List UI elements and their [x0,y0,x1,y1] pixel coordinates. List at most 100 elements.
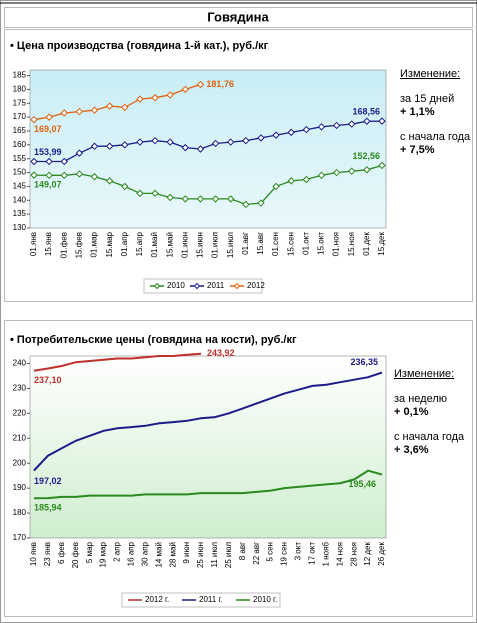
data-label: 243,92 [207,348,235,358]
point-marker [45,171,53,180]
panel-value: + 1,1% [400,106,435,118]
data-label: 236,35 [350,357,378,367]
y-tick-label: 185 [13,71,27,80]
point-marker [45,157,53,166]
x-tick-label: 26 дек [377,542,386,566]
data-label: 153,99 [34,147,62,157]
y-tick-label: 155 [13,154,27,163]
point-marker [60,109,68,117]
data-label: 169,07 [34,124,62,134]
point-marker [121,103,129,112]
panel-label: с начала года [394,431,465,443]
chart-subtitle: • Потребительские цены (говядина на кост… [10,334,297,346]
x-tick-label: 01.июл [211,232,220,258]
point-marker [30,171,38,179]
point-marker [60,157,68,166]
panel-heading: Изменение: [394,368,455,380]
point-marker [90,173,99,181]
point-marker [378,117,386,125]
point-marker [75,107,84,116]
x-tick-label: 16 апр [127,541,136,566]
plot-area [29,69,387,229]
data-label: 195,46 [348,479,376,489]
y-tick-label: 210 [13,433,27,442]
point-marker [121,141,129,149]
point-marker [105,142,114,150]
x-tick-label: 19 мар [99,541,108,567]
x-tick-label: 5 мар [85,541,94,563]
point-marker [302,175,311,184]
point-marker [332,168,341,177]
y-tick-label: 175 [13,98,27,107]
point-marker [211,139,220,148]
panel-value: + 0,1% [394,406,429,418]
y-tick-label: 240 [13,359,27,368]
point-marker [136,95,144,103]
data-label: 149,07 [34,180,62,190]
point-marker [287,128,295,137]
point-marker [378,161,386,170]
data-label: 152,56 [352,151,380,161]
point-marker [196,145,205,153]
point-marker [196,80,205,89]
x-tick-label: 01.авг [241,232,250,255]
y-tick-label: 135 [13,209,27,218]
y-tick-label: 160 [13,140,27,149]
data-label: 185,94 [34,503,62,513]
y-tick-label: 220 [13,408,27,417]
x-tick-label: 15.июн [196,232,205,258]
panel-heading: Изменение: [400,68,461,80]
x-tick-label: 8 авг [238,542,247,560]
x-tick-label: 25 июл [224,542,233,568]
x-tick-label: 9 июн [182,542,191,564]
point-marker [363,117,371,125]
x-tick-label: 25 июн [196,542,205,568]
series-line [33,469,383,500]
point-marker [105,177,114,185]
page-title: Говядина [207,9,269,24]
point-marker [272,131,280,139]
x-tick-label: 28 ноя [349,542,358,566]
point-marker [242,136,250,145]
side-panel: Изменение: за неделю + 0,1% с начала года + … [394,368,470,469]
x-tick-label: 15.май [165,232,174,258]
point-marker [181,195,190,203]
data-label: 197,02 [34,476,62,486]
y-tick-label: 170 [13,533,27,542]
x-tick-label: 11 июл [210,542,219,568]
x-tick-label: 15.сен [286,232,295,256]
point-marker [226,138,235,146]
y-tick-label: 190 [13,483,27,492]
y-tick-label: 150 [13,168,27,177]
point-marker [302,125,311,134]
data-label: 237,10 [34,375,62,385]
x-tick-label: 15.июл [226,232,235,258]
x-tick-label: 01.ноя [332,232,341,256]
x-tick-label: 12 дек [363,542,372,566]
legend-label: 2011 г. [199,595,223,604]
point-marker [45,113,53,121]
point-marker [257,134,265,142]
point-marker [166,138,174,146]
point-marker [332,121,341,130]
point-marker [348,120,356,128]
x-tick-label: 01.дек [362,232,371,256]
y-tick-label: 140 [13,195,27,204]
series-line [33,352,202,372]
x-tick-label: 3 окт [294,542,303,561]
point-marker [90,106,99,114]
point-marker [30,157,38,166]
point-marker [75,149,84,157]
legend-label: 2010 г. [253,595,277,604]
point-marker [181,143,190,152]
y-tick-label: 130 [13,223,27,232]
point-marker [181,85,190,94]
point-marker [317,123,326,131]
series-line [33,371,383,472]
point-marker [287,177,295,185]
y-tick-label: 180 [13,85,27,94]
panel-value: + 3,6% [394,444,429,456]
x-tick-label: 1 нояб [321,542,330,567]
panel-label: с начала года [400,131,471,143]
